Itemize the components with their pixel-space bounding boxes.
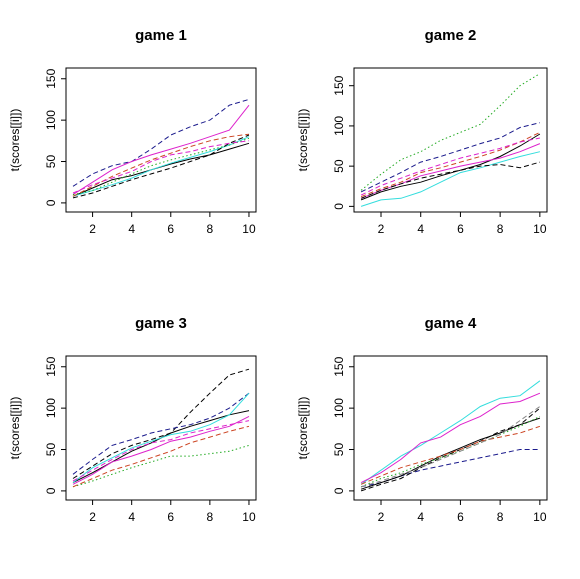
panel-title: game 3 xyxy=(135,315,187,332)
y-tick-label: 0 xyxy=(44,199,58,206)
x-tick-label: 10 xyxy=(533,222,547,236)
y-axis-label: t(scores[[i]]) xyxy=(8,397,22,460)
data-line xyxy=(360,406,541,488)
y-axis-label: t(scores[[i]]) xyxy=(296,397,310,460)
plot-box xyxy=(65,67,257,213)
data-line xyxy=(72,134,250,199)
x-tick-label: 4 xyxy=(417,510,424,524)
y-tick-label: 50 xyxy=(44,155,58,169)
x-tick-label: 8 xyxy=(207,222,214,236)
y-tick-label: 100 xyxy=(332,116,346,136)
data-line xyxy=(72,444,250,488)
x-tick-label: 4 xyxy=(128,222,135,236)
y-tick-label: 50 xyxy=(332,443,346,457)
y-tick-label: 100 xyxy=(44,110,58,130)
data-line xyxy=(360,392,541,484)
x-tick-label: 6 xyxy=(167,222,174,236)
data-line xyxy=(360,131,541,198)
panel-title: game 2 xyxy=(425,27,477,44)
panel-title: game 4 xyxy=(425,315,477,332)
y-tick-label: 50 xyxy=(44,443,58,457)
data-line xyxy=(72,133,250,197)
y-tick-label: 150 xyxy=(332,75,346,95)
data-line xyxy=(72,410,250,484)
y-tick-label: 150 xyxy=(44,68,58,88)
data-line xyxy=(72,392,250,483)
data-line xyxy=(72,425,250,488)
y-tick-label: 100 xyxy=(332,398,346,418)
data-line xyxy=(72,136,250,197)
data-line xyxy=(360,143,541,199)
x-tick-label: 2 xyxy=(89,222,96,236)
data-line xyxy=(72,420,250,482)
data-line xyxy=(360,151,541,207)
panel-title: game 1 xyxy=(135,27,187,44)
data-line xyxy=(360,161,541,199)
x-tick-label: 6 xyxy=(457,510,464,524)
y-tick-label: 100 xyxy=(44,398,58,418)
data-line xyxy=(360,449,540,488)
data-line xyxy=(72,368,250,479)
x-tick-label: 4 xyxy=(417,222,424,236)
x-tick-label: 2 xyxy=(378,222,385,236)
y-tick-label: 150 xyxy=(44,356,58,376)
y-tick-label: 150 xyxy=(332,356,346,376)
data-line xyxy=(360,133,541,201)
x-tick-label: 8 xyxy=(497,510,504,524)
data-line xyxy=(360,122,541,193)
data-line xyxy=(72,140,250,194)
plot-box xyxy=(353,67,548,213)
x-tick-label: 2 xyxy=(378,510,385,524)
data-line xyxy=(360,73,541,191)
x-tick-label: 10 xyxy=(242,510,256,524)
x-tick-label: 2 xyxy=(89,510,96,524)
y-tick-label: 0 xyxy=(332,203,346,210)
data-line xyxy=(72,392,250,475)
x-tick-label: 8 xyxy=(497,222,504,236)
x-tick-label: 8 xyxy=(207,510,214,524)
plot-box xyxy=(353,355,548,501)
x-tick-label: 6 xyxy=(167,510,174,524)
data-line xyxy=(360,425,541,485)
x-tick-label: 6 xyxy=(457,222,464,236)
data-line xyxy=(360,380,541,485)
data-line xyxy=(72,415,250,485)
y-tick-label: 50 xyxy=(332,159,346,173)
x-tick-label: 4 xyxy=(128,510,135,524)
data-line xyxy=(360,137,540,196)
y-axis-label: t(scores[[i]]) xyxy=(296,109,310,172)
x-tick-label: 10 xyxy=(242,222,256,236)
data-line xyxy=(72,98,250,187)
y-tick-label: 0 xyxy=(44,487,58,494)
y-axis-label: t(scores[[i]]) xyxy=(8,109,22,172)
data-line xyxy=(72,104,250,196)
y-tick-label: 0 xyxy=(332,487,346,494)
x-tick-label: 10 xyxy=(533,510,547,524)
data-line xyxy=(360,417,541,490)
plot-box xyxy=(65,355,257,501)
